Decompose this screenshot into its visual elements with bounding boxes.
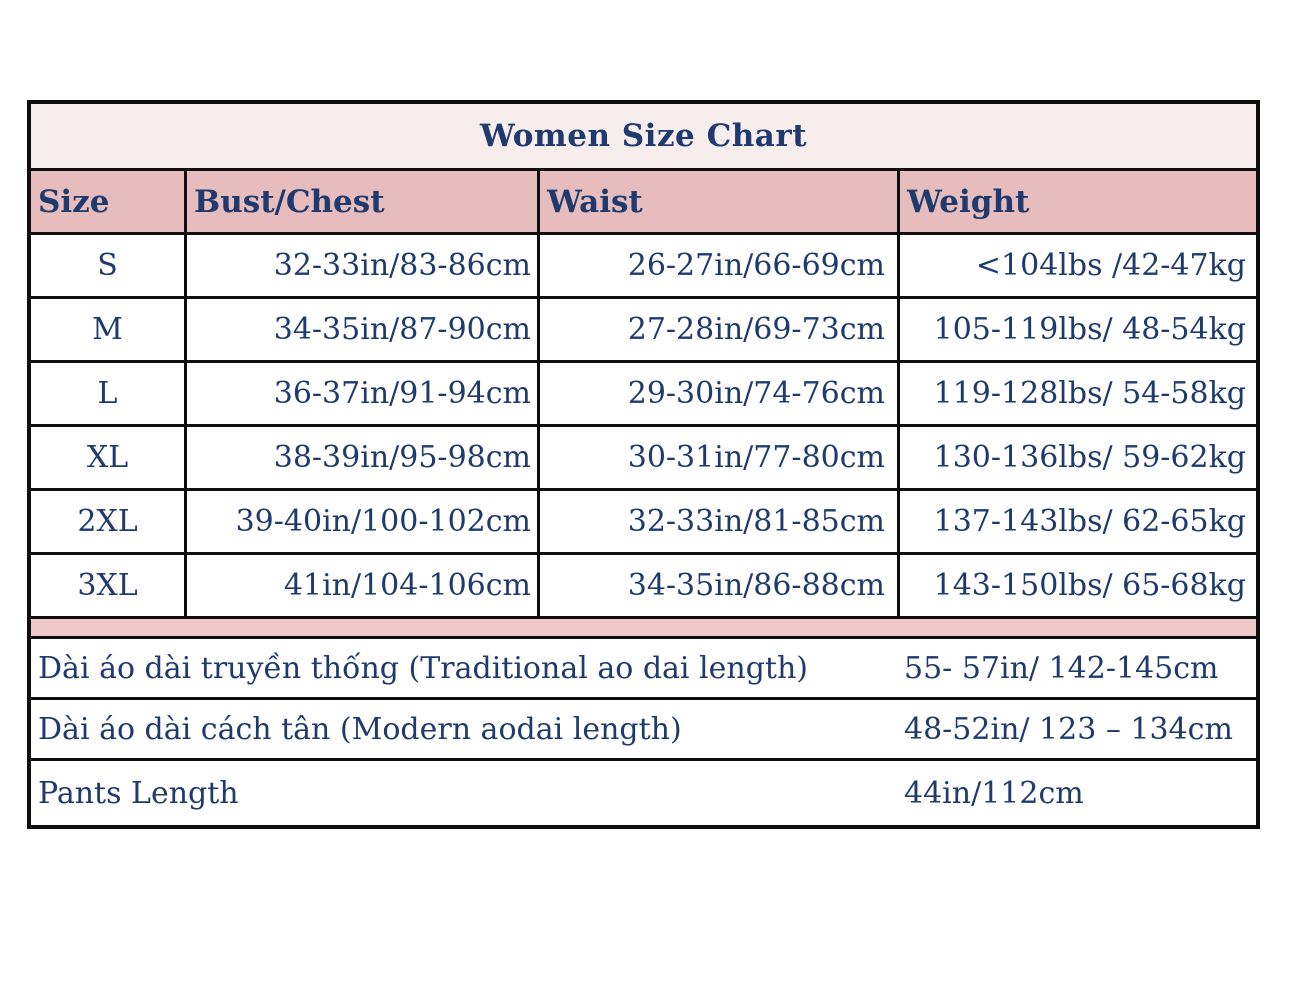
bust-cell: 34-35in/87-90cm <box>184 299 537 360</box>
measurement-label: Dài áo dài truyền thống (Traditional ao … <box>38 650 808 686</box>
measurement-value: 55- 57in/ 142-145cm <box>904 650 1219 686</box>
bust-cell: 32-33in/83-86cm <box>184 235 537 296</box>
column-header-weight: Weight <box>897 171 1256 232</box>
measurement-label: Dài áo dài cách tân (Modern aodai length… <box>38 711 682 747</box>
size-cell: L <box>97 376 118 411</box>
weight-cell: 105-119lbs/ 48-54kg <box>897 299 1256 360</box>
waist-cell: 29-30in/74-76cm <box>537 363 897 424</box>
size-cell: XL <box>86 440 129 475</box>
waist-cell: 27-28in/69-73cm <box>537 299 897 360</box>
measurement-value: 48-52in/ 123 – 134cm <box>904 711 1233 747</box>
women-size-chart-table: Women Size Chart Size Bust/Chest Waist W… <box>27 100 1260 829</box>
waist-cell: 26-27in/66-69cm <box>537 235 897 296</box>
table-row-s: S 32-33in/83-86cm 26-27in/66-69cm <104lb… <box>31 235 1256 299</box>
column-header-size: Size <box>38 183 110 220</box>
bust-cell: 39-40in/100-102cm <box>184 491 537 552</box>
pink-separator-bar <box>31 619 1256 639</box>
weight-cell: 137-143lbs/ 62-65kg <box>897 491 1256 552</box>
column-header-waist: Waist <box>537 171 897 232</box>
table-title: Women Size Chart <box>479 118 808 154</box>
weight-cell: 130-136lbs/ 59-62kg <box>897 427 1256 488</box>
measurement-row-pants-length: Pants Length 44in/112cm <box>31 761 1256 825</box>
table-row-3xl: 3XL 41in/104-106cm 34-35in/86-88cm 143-1… <box>31 555 1256 619</box>
waist-cell: 34-35in/86-88cm <box>537 555 897 616</box>
table-row-2xl: 2XL 39-40in/100-102cm 32-33in/81-85cm 13… <box>31 491 1256 555</box>
waist-cell: 30-31in/77-80cm <box>537 427 897 488</box>
weight-cell: 119-128lbs/ 54-58kg <box>897 363 1256 424</box>
table-header-row: Size Bust/Chest Waist Weight <box>31 171 1256 235</box>
size-cell: M <box>92 312 123 347</box>
size-cell: 3XL <box>77 568 138 603</box>
table-title-row: Women Size Chart <box>31 104 1256 171</box>
measurement-row-traditional-aodai: Dài áo dài truyền thống (Traditional ao … <box>31 639 1256 700</box>
waist-cell: 32-33in/81-85cm <box>537 491 897 552</box>
bust-cell: 41in/104-106cm <box>184 555 537 616</box>
measurement-label: Pants Length <box>38 775 239 811</box>
measurement-value: 44in/112cm <box>904 775 1084 811</box>
table-row-xl: XL 38-39in/95-98cm 30-31in/77-80cm 130-1… <box>31 427 1256 491</box>
weight-cell: 143-150lbs/ 65-68kg <box>897 555 1256 616</box>
measurement-row-modern-aodai: Dài áo dài cách tân (Modern aodai length… <box>31 700 1256 761</box>
table-row-m: M 34-35in/87-90cm 27-28in/69-73cm 105-11… <box>31 299 1256 363</box>
table-row-l: L 36-37in/91-94cm 29-30in/74-76cm 119-12… <box>31 363 1256 427</box>
weight-cell: <104lbs /42-47kg <box>897 235 1256 296</box>
size-cell: S <box>97 248 118 283</box>
column-header-bust: Bust/Chest <box>184 171 537 232</box>
bust-cell: 38-39in/95-98cm <box>184 427 537 488</box>
bust-cell: 36-37in/91-94cm <box>184 363 537 424</box>
size-cell: 2XL <box>77 504 138 539</box>
